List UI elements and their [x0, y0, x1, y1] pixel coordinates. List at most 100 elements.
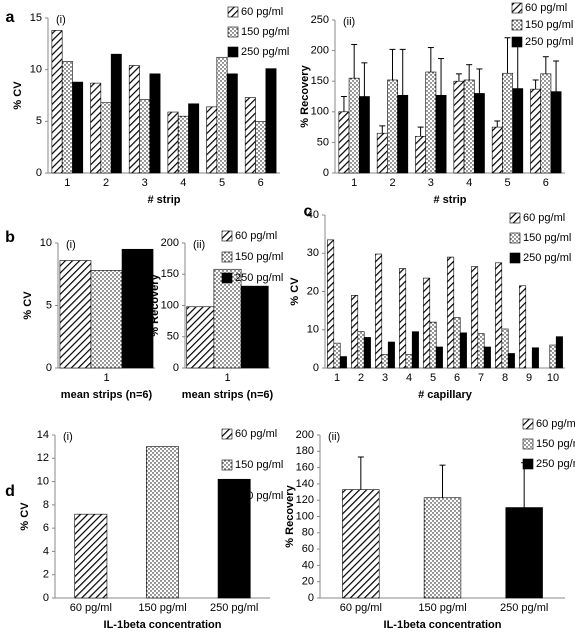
- bar: [186, 306, 215, 369]
- bar: [121, 248, 154, 369]
- panel-letter: a: [6, 9, 15, 26]
- bar: [226, 73, 238, 174]
- y-tick-label: 2: [43, 569, 49, 581]
- y-tick-label: 6: [43, 522, 49, 534]
- y-axis-label: % Recovery: [284, 484, 296, 547]
- bar: [363, 337, 371, 369]
- legend-label: 60 pg/ml: [241, 6, 283, 18]
- x-tick-label: 7: [478, 372, 484, 384]
- x-axis-label: # capillary: [418, 389, 473, 401]
- y-tick-label: 5: [36, 115, 42, 127]
- x-tick-label: 6: [258, 177, 264, 189]
- bar: [188, 103, 200, 174]
- bar: [495, 262, 503, 369]
- legend-swatch: [511, 19, 523, 31]
- bar: [244, 97, 256, 174]
- legend-label: 150 pg/ml: [525, 19, 573, 31]
- x-tick-label: 4: [180, 177, 186, 189]
- x-tick-label: 1: [334, 372, 340, 384]
- y-tick-label: 150: [161, 268, 179, 280]
- bar: [453, 317, 461, 369]
- legend-label: 60 pg/ml: [536, 418, 575, 430]
- y-tick-label: 100: [311, 106, 329, 118]
- legend-swatch: [221, 272, 233, 284]
- x-tick-label: 150 pg/ml: [138, 602, 186, 614]
- y-axis-label: % CV: [22, 291, 34, 320]
- bar: [338, 111, 350, 174]
- legend-label: 250 pg/ml: [525, 36, 573, 48]
- y-tick-label: 60: [302, 543, 314, 555]
- x-tick-label: 5: [219, 177, 225, 189]
- y-tick-label: 0: [323, 167, 329, 179]
- bar: [167, 111, 179, 174]
- y-tick-label: 50: [317, 136, 329, 148]
- bar: [491, 126, 503, 174]
- bar: [339, 356, 347, 369]
- bar: [213, 268, 242, 369]
- bar: [550, 91, 562, 174]
- x-tick-label: 10: [547, 372, 559, 384]
- x-tick-label: 5: [430, 372, 436, 384]
- legend-label: 150 pg/ml: [523, 232, 571, 244]
- bar: [74, 513, 108, 599]
- x-tick-label: 1: [64, 177, 70, 189]
- legend-swatch: [511, 2, 523, 14]
- x-tick-label: 8: [502, 372, 508, 384]
- bar: [423, 497, 462, 599]
- panel-label: (i): [63, 431, 73, 443]
- y-tick-label: 4: [43, 545, 49, 557]
- x-tick-label: 1: [351, 177, 357, 189]
- y-tick-label: 0: [46, 362, 52, 374]
- x-tick-label: 60 pg/ml: [340, 602, 382, 614]
- x-tick-label: 4: [406, 372, 412, 384]
- x-tick-label: 2: [389, 177, 395, 189]
- bar: [265, 68, 277, 174]
- y-axis-label: % CV: [12, 81, 24, 110]
- x-tick-label: 9: [526, 372, 532, 384]
- legend-swatch: [509, 252, 521, 264]
- y-axis-label: % CV: [19, 502, 31, 531]
- x-tick-label: 150 pg/ml: [418, 602, 466, 614]
- legend-swatch: [522, 418, 534, 430]
- bar: [146, 446, 179, 599]
- y-tick-label: 10: [307, 324, 319, 336]
- bar: [240, 285, 269, 369]
- bar: [512, 88, 524, 174]
- legend-label: 150 pg/ml: [235, 459, 283, 471]
- y-tick-label: 0: [313, 362, 319, 374]
- legend-swatch: [511, 36, 523, 48]
- bar: [128, 65, 140, 174]
- bar: [425, 71, 437, 174]
- bar: [72, 81, 84, 174]
- legend-label: 150 pg/ml: [235, 251, 283, 263]
- legend-swatch: [522, 458, 534, 470]
- y-tick-label: 200: [296, 429, 314, 441]
- x-tick-label: 60 pg/ml: [70, 602, 112, 614]
- legend-swatch: [227, 26, 239, 38]
- bar: [483, 346, 491, 369]
- legend-swatch: [221, 230, 233, 242]
- y-tick-label: 160: [296, 462, 314, 474]
- legend-label: 60 pg/ml: [523, 212, 565, 224]
- x-axis-label: mean strips (n=6): [61, 389, 153, 401]
- bar: [110, 53, 122, 174]
- bar: [61, 61, 73, 174]
- x-tick-label: 250 pg/ml: [210, 602, 258, 614]
- legend-label: 150 pg/ml: [241, 26, 289, 38]
- y-axis-label: % Recovery: [299, 64, 311, 127]
- legend-label: 60 pg/ml: [235, 230, 277, 242]
- bar: [100, 102, 112, 174]
- legend-label: 250 pg/ml: [536, 458, 575, 470]
- panel-label: (i): [56, 14, 66, 26]
- bar: [139, 99, 151, 174]
- y-tick-label: 10: [30, 64, 42, 76]
- y-tick-label: 140: [296, 478, 314, 490]
- y-tick-label: 50: [167, 331, 179, 343]
- bar: [531, 347, 539, 369]
- legend-label: 250 pg/ml: [523, 252, 571, 264]
- x-axis-label: IL-1beta concentration: [104, 619, 222, 631]
- bar: [473, 93, 485, 174]
- bar: [540, 73, 552, 174]
- legend-swatch: [227, 6, 239, 18]
- bar: [342, 489, 380, 599]
